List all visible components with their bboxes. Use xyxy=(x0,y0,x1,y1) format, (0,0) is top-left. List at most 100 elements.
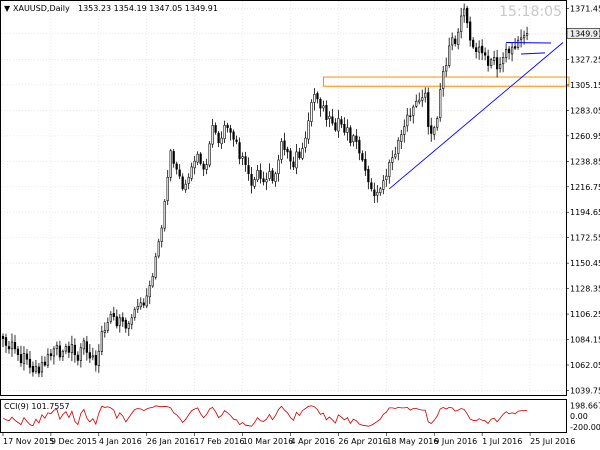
candle xyxy=(49,349,53,361)
menu-arrow-icon[interactable]: ▼ xyxy=(4,4,11,13)
grid-lines xyxy=(1,1,566,395)
trend-lines[interactable] xyxy=(389,41,564,190)
candle xyxy=(340,116,343,129)
candle xyxy=(196,151,199,166)
candle xyxy=(40,355,44,378)
candle xyxy=(525,26,529,41)
candle xyxy=(355,129,358,149)
candle xyxy=(55,341,59,356)
candle xyxy=(337,109,340,138)
price-axis[interactable]: 1039.75 1062.05 1084.15 1106.25 1128.35 1150.… xyxy=(566,5,600,396)
time-tick-label: 9 Jun 2016 xyxy=(434,437,477,446)
candle xyxy=(451,32,454,51)
candle xyxy=(334,118,337,132)
candle xyxy=(513,38,517,50)
time-tick-label: 26 Apr 2016 xyxy=(338,437,387,446)
candle xyxy=(4,333,8,353)
candle xyxy=(391,150,394,171)
candle xyxy=(73,338,76,363)
candle xyxy=(268,163,271,181)
candle xyxy=(136,298,139,313)
time-tick-label: 17 Nov 2015 xyxy=(3,437,54,446)
resistance-line[interactable] xyxy=(506,41,552,44)
candle xyxy=(202,160,205,176)
candle xyxy=(289,148,292,170)
candle xyxy=(211,118,214,148)
candle xyxy=(34,360,38,374)
candle xyxy=(19,345,23,367)
price-tick-label: 1371.45 xyxy=(570,5,600,14)
candle xyxy=(325,100,328,127)
candle xyxy=(403,119,406,143)
candle xyxy=(133,307,136,321)
candle xyxy=(151,273,154,288)
short-level-line[interactable] xyxy=(521,52,546,55)
candle xyxy=(501,52,505,73)
candle xyxy=(346,119,349,141)
price-tick-label: 1150.45 xyxy=(570,259,600,268)
candle xyxy=(484,47,487,61)
candle xyxy=(412,104,415,124)
candle xyxy=(121,312,124,327)
candle xyxy=(217,131,220,148)
candle xyxy=(184,179,187,193)
candle xyxy=(472,37,475,49)
candle xyxy=(316,91,319,104)
candle xyxy=(352,134,355,147)
candle xyxy=(235,135,238,145)
candle xyxy=(13,334,17,354)
candle xyxy=(280,137,283,164)
price-tick-label: 1305.15 xyxy=(570,81,600,90)
candle xyxy=(118,314,121,333)
candle xyxy=(457,28,460,50)
candle xyxy=(433,125,436,140)
candle xyxy=(495,49,499,78)
candle xyxy=(109,311,112,324)
candle xyxy=(466,5,469,29)
candle xyxy=(400,129,403,149)
candle xyxy=(478,40,481,60)
candle xyxy=(1,333,5,348)
zone-rectangle[interactable] xyxy=(322,76,570,87)
candle xyxy=(178,164,181,180)
candle xyxy=(510,42,514,62)
candle xyxy=(304,131,307,153)
candle xyxy=(460,7,463,39)
price-tick-label: 1062.05 xyxy=(570,361,600,370)
price-tick-label: 1327.25 xyxy=(570,55,600,64)
candle xyxy=(172,149,175,168)
candle xyxy=(106,317,109,334)
candle xyxy=(307,112,310,144)
candle xyxy=(463,3,466,23)
candle xyxy=(439,83,442,122)
candle xyxy=(226,122,229,133)
candle xyxy=(58,340,62,361)
last-price-label: 1349.91 xyxy=(566,28,600,39)
main-pane-frame xyxy=(0,0,567,396)
candle xyxy=(85,335,88,361)
chart-symbol: XAUUSD,Daily xyxy=(13,4,70,13)
candle xyxy=(298,147,301,160)
candle xyxy=(301,142,304,161)
horizontal-zone[interactable] xyxy=(322,76,570,87)
candle xyxy=(232,129,235,147)
candles xyxy=(1,3,529,378)
svg-text:1349.91: 1349.91 xyxy=(570,29,600,38)
candle xyxy=(379,186,382,196)
candle xyxy=(519,29,523,48)
uptrend-line[interactable] xyxy=(389,42,564,190)
candle xyxy=(409,108,412,122)
candle xyxy=(193,155,196,175)
candle xyxy=(397,137,400,161)
cci-title: CCI(9) 101.7557 xyxy=(4,402,70,411)
candle xyxy=(10,333,14,357)
time-tick-label: 4 Apr 2016 xyxy=(290,437,334,446)
candle xyxy=(160,225,163,248)
candle xyxy=(442,65,445,97)
candle xyxy=(271,168,274,184)
candle xyxy=(70,335,74,362)
candle xyxy=(421,89,424,107)
